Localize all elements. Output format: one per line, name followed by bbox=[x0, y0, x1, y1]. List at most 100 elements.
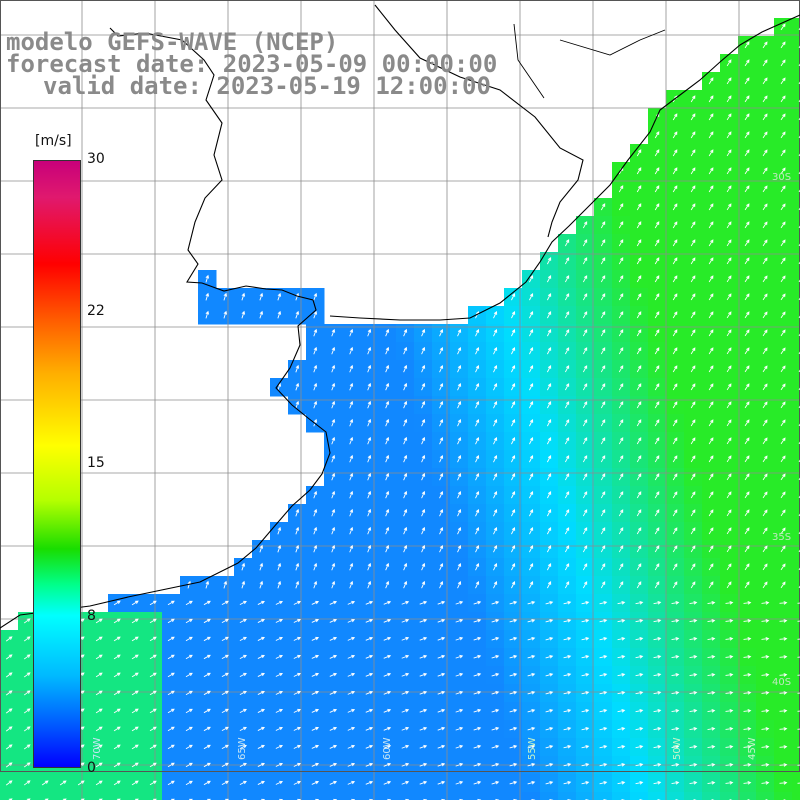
wind-arrow bbox=[383, 690, 392, 695]
wind-arrow bbox=[295, 580, 300, 589]
wind-arrow bbox=[311, 708, 320, 713]
wind-arrow bbox=[275, 708, 283, 713]
field-cell bbox=[36, 792, 55, 800]
wind-arrow bbox=[600, 293, 606, 301]
wind-arrow bbox=[475, 454, 480, 463]
wind-arrow bbox=[762, 131, 768, 139]
wind-arrow bbox=[529, 419, 534, 427]
field-cell bbox=[792, 576, 800, 595]
wind-arrow bbox=[618, 455, 624, 463]
wind-arrow bbox=[563, 600, 572, 605]
wind-arrow bbox=[331, 526, 336, 535]
wind-arrow bbox=[582, 491, 588, 499]
wind-arrow bbox=[457, 382, 462, 391]
wind-arrow bbox=[600, 401, 606, 409]
wind-arrow bbox=[455, 636, 464, 641]
wind-arrow bbox=[509, 654, 518, 659]
wind-arrow bbox=[185, 780, 193, 786]
wind-arrow bbox=[636, 365, 642, 373]
wind-arrow bbox=[582, 347, 588, 355]
wind-arrow bbox=[383, 672, 392, 677]
wind-arrow bbox=[689, 673, 698, 677]
wind-arrow bbox=[311, 654, 320, 659]
wind-arrow bbox=[636, 293, 642, 301]
wind-arrow bbox=[762, 365, 768, 373]
wind-arrow bbox=[797, 710, 800, 712]
wind-arrow bbox=[600, 527, 606, 535]
wind-arrow bbox=[5, 744, 13, 750]
wind-arrow bbox=[780, 383, 786, 391]
wind-arrow bbox=[331, 382, 336, 391]
wind-arrow bbox=[5, 762, 13, 768]
wind-arrow bbox=[457, 436, 462, 445]
wind-arrow bbox=[311, 780, 320, 785]
wind-arrow bbox=[707, 709, 716, 713]
wind-arrow bbox=[726, 545, 732, 553]
wind-arrow bbox=[403, 454, 408, 463]
wind-arrow bbox=[95, 654, 103, 660]
wind-arrow bbox=[511, 401, 516, 409]
wind-arrow bbox=[599, 744, 608, 749]
field-cell bbox=[396, 792, 415, 800]
wind-arrow bbox=[725, 763, 734, 767]
wind-arrow bbox=[546, 473, 552, 481]
wind-arrow bbox=[437, 744, 446, 749]
wind-arrow bbox=[581, 744, 590, 749]
wind-arrow bbox=[367, 472, 372, 481]
wind-arrow bbox=[546, 419, 552, 427]
wind-arrow bbox=[259, 580, 264, 589]
wind-arrow bbox=[690, 275, 696, 283]
wind-arrow bbox=[241, 292, 246, 301]
wind-arrow bbox=[365, 636, 374, 641]
wind-arrow bbox=[707, 691, 716, 695]
wind-arrow bbox=[653, 744, 662, 749]
wind-arrow bbox=[113, 600, 121, 606]
field-cell bbox=[324, 792, 343, 800]
wind-arrow bbox=[618, 221, 624, 229]
wind-arrow bbox=[690, 113, 696, 121]
colorbar-tick-22: 22 bbox=[87, 303, 105, 319]
wind-arrow bbox=[708, 527, 714, 535]
wind-arrow bbox=[185, 618, 193, 624]
wind-arrow bbox=[313, 346, 318, 355]
wind-arrow bbox=[563, 708, 572, 713]
wind-arrow bbox=[275, 672, 283, 677]
field-cell bbox=[360, 792, 379, 800]
wind-arrow bbox=[383, 762, 392, 767]
wind-arrow bbox=[313, 382, 318, 391]
wind-arrow bbox=[744, 419, 750, 427]
wind-arrow bbox=[689, 727, 698, 731]
wind-arrow bbox=[331, 562, 336, 571]
wind-arrow bbox=[672, 473, 678, 481]
wind-arrow bbox=[545, 654, 554, 659]
wind-arrow bbox=[329, 618, 338, 623]
wind-arrow bbox=[582, 329, 588, 337]
wind-arrow bbox=[636, 563, 642, 571]
wind-arrow bbox=[690, 491, 696, 499]
wind-arrow bbox=[780, 437, 786, 445]
wind-arrow bbox=[654, 149, 660, 157]
wind-arrow bbox=[690, 347, 696, 355]
wind-arrow bbox=[564, 455, 570, 463]
wind-arrow bbox=[401, 744, 410, 749]
wind-arrow bbox=[780, 581, 786, 589]
wind-arrow bbox=[475, 544, 480, 553]
wind-arrow bbox=[671, 745, 680, 749]
wind-arrow bbox=[131, 636, 139, 642]
wind-arrow bbox=[545, 672, 554, 677]
wind-arrow bbox=[5, 654, 13, 660]
wind-arrow bbox=[761, 637, 770, 641]
wind-arrow bbox=[780, 311, 786, 319]
wind-arrow bbox=[331, 508, 336, 517]
wind-arrow bbox=[493, 581, 498, 589]
wind-arrow bbox=[419, 672, 428, 677]
wind-arrow bbox=[167, 600, 175, 606]
wind-arrow bbox=[744, 203, 750, 211]
wind-arrow bbox=[744, 401, 750, 409]
wind-arrow bbox=[582, 311, 588, 319]
wind-arrow bbox=[600, 419, 606, 427]
wind-arrow bbox=[582, 275, 588, 283]
wind-arrow bbox=[221, 762, 229, 768]
wind-arrow bbox=[259, 310, 264, 319]
field-cell bbox=[792, 54, 800, 73]
